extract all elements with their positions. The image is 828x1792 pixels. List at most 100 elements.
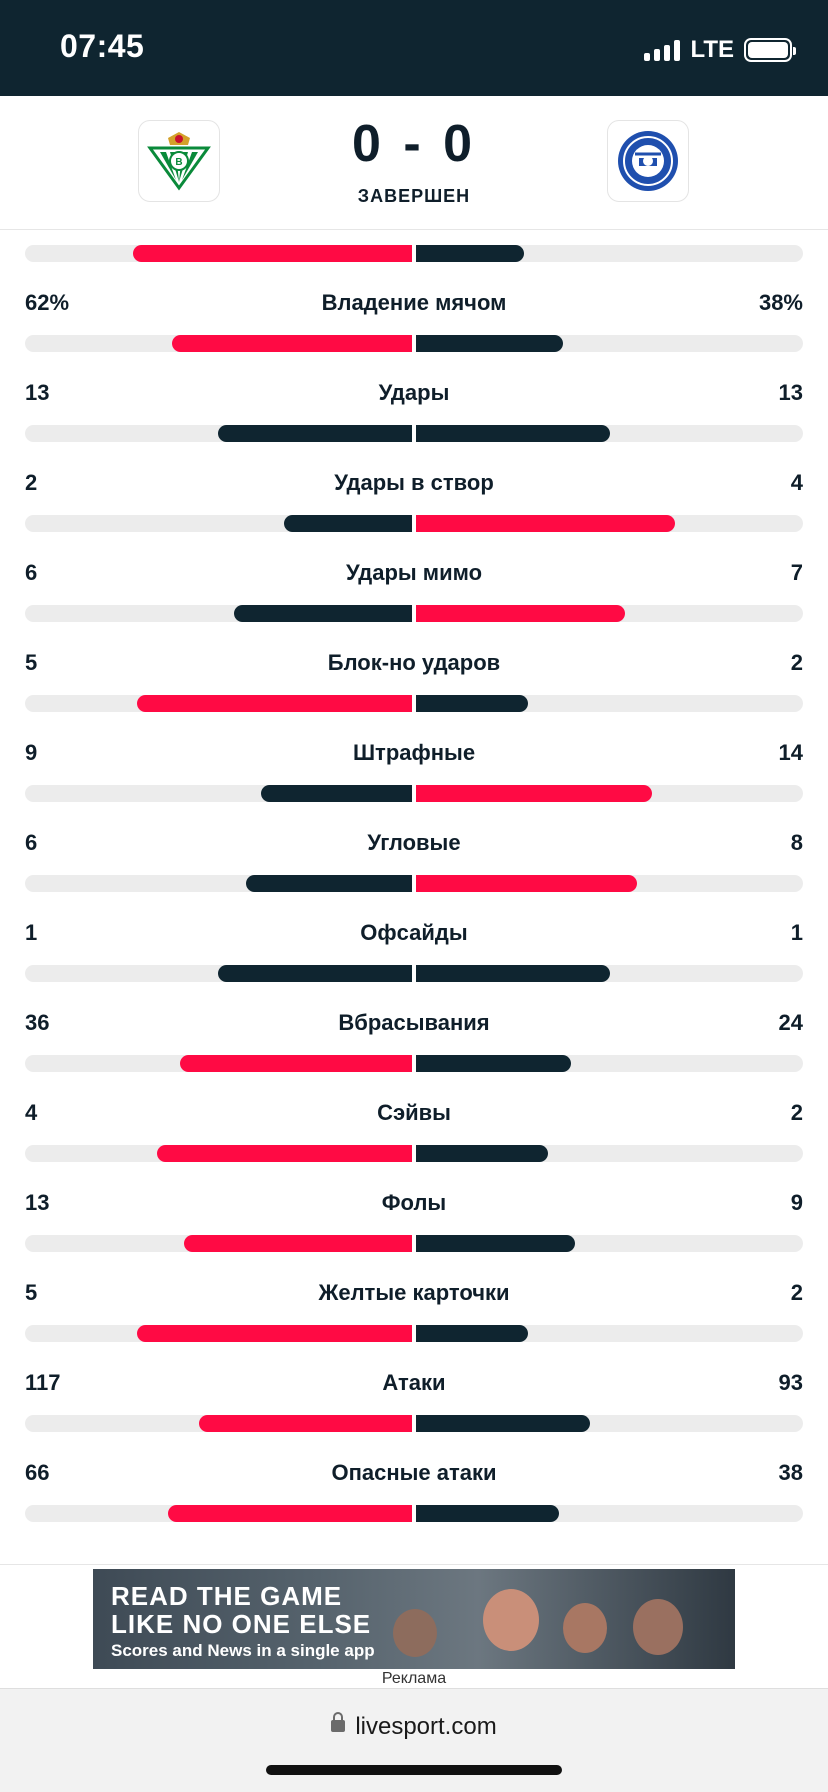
stat-row: 5 Желтые карточки 2 (0, 1270, 828, 1360)
stat-away-track (416, 1055, 803, 1072)
stat-away-track (416, 1415, 803, 1432)
stat-row: 2 Удары в створ 4 (0, 460, 828, 550)
stat-home-track (25, 965, 412, 982)
ad-image-person (633, 1599, 683, 1655)
stat-row: 5 Блок-но ударов 2 (0, 640, 828, 730)
battery-icon (744, 38, 796, 62)
lock-icon (331, 1711, 346, 1732)
stat-away-bar (416, 1415, 590, 1432)
stat-away-track (416, 695, 803, 712)
svg-text:B: B (175, 157, 182, 168)
stat-label-text: Фолы (381, 1190, 447, 1215)
stat-home-bar (137, 1325, 412, 1342)
home-team-logo[interactable]: B (138, 120, 220, 202)
stat-row: 4 Сэйвы 2 (0, 1090, 828, 1180)
stat-home-track (25, 425, 412, 442)
stat-away-bar (416, 335, 563, 352)
stat-away-bar (416, 1505, 559, 1522)
stat-away-bar (416, 1055, 571, 1072)
stat-row: 6 Удары мимо 7 (0, 550, 828, 640)
stat-home-value: 13 (25, 1190, 50, 1215)
match-score: 0 - 0 (351, 115, 477, 173)
stat-home-value: 66 (25, 1460, 50, 1485)
stat-home-value: 5 (25, 650, 38, 675)
stat-home-value: 5 (25, 1280, 38, 1305)
stat-away-bar (416, 695, 528, 712)
stat-label: Удары (0, 380, 828, 406)
stat-home-bar (180, 1055, 412, 1072)
stat-home-track (25, 875, 412, 892)
ad-headline-1: READ THE GAME (111, 1581, 343, 1611)
stat-away-bar (416, 1145, 548, 1162)
stat-label-text: Удары (378, 380, 450, 405)
deportivo-alaves-crest-icon (618, 131, 678, 191)
stat-label: Владение мячом (0, 290, 828, 316)
stat-home-track (25, 605, 412, 622)
status-time: 07:45 (60, 28, 145, 64)
stat-home-track (25, 695, 412, 712)
stat-row: 36 Вбрасывания 24 (0, 1000, 828, 1090)
stat-away-track (416, 1145, 803, 1162)
stat-home-value: 4 (25, 1100, 38, 1125)
stat-label: Фолы (0, 1190, 828, 1216)
stat-away-value: 2 (790, 1100, 803, 1125)
stat-home-track (25, 335, 412, 352)
stat-label-text: Владение мячом (321, 290, 507, 315)
stat-row: 117 Атаки 93 (0, 1360, 828, 1450)
stat-row: 1 Офсайды 1 (0, 910, 828, 1000)
stat-away-value: 2 (790, 650, 803, 675)
stat-label: Опасные атаки (0, 1460, 828, 1486)
stat-home-bar (284, 515, 412, 532)
stat-away-value: 2 (790, 1280, 803, 1305)
stat-away-track (416, 335, 803, 352)
stat-away-bar (416, 425, 610, 442)
stat-label-text: Атаки (382, 1370, 446, 1395)
stat-label: Сэйвы (0, 1100, 828, 1126)
ad-headline-2: LIKE NO ONE ELSE (111, 1609, 372, 1639)
stat-home-bar (172, 335, 412, 352)
stat-label-text: Опасные атаки (331, 1460, 497, 1485)
stat-label-text: Удары в створ (334, 470, 494, 495)
stat-label: Штрафные (0, 740, 828, 766)
stat-home-bar (168, 1505, 412, 1522)
stat-home-track (25, 245, 412, 262)
stat-row: 62% Владение мячом 38% (0, 280, 828, 370)
address-field[interactable]: livesport.com (0, 1711, 828, 1741)
away-team-logo[interactable] (607, 120, 689, 202)
stat-home-track (25, 785, 412, 802)
stat-home-bar (133, 245, 412, 262)
stat-home-track (25, 1325, 412, 1342)
stat-away-bar (416, 605, 625, 622)
stat-home-value: 9 (25, 740, 38, 765)
status-indicators: LTE (644, 36, 796, 64)
home-indicator[interactable] (266, 1765, 562, 1775)
stat-label-text: Штрафные (352, 740, 476, 765)
stat-away-track (416, 785, 803, 802)
stat-label-text: Желтые карточки (318, 1280, 510, 1305)
stat-home-value: 6 (25, 830, 38, 855)
browser-address-bar[interactable]: livesport.com (0, 1688, 828, 1792)
stat-away-track (416, 1235, 803, 1252)
stat-label: Желтые карточки (0, 1280, 828, 1306)
stat-label-text: Блок-но ударов (327, 650, 501, 675)
status-bar: 07:45 LTE (0, 0, 828, 96)
stat-home-bar (184, 1235, 412, 1252)
ad-tagline: Scores and News in a single app (111, 1641, 375, 1660)
stat-label-text: Угловые (367, 830, 461, 855)
stat-away-value: 24 (778, 1010, 803, 1035)
stat-home-track (25, 1415, 412, 1432)
stat-home-value: 1 (25, 920, 38, 945)
stat-home-bar (261, 785, 412, 802)
stat-home-bar (157, 1145, 412, 1162)
stat-label: Удары в створ (0, 470, 828, 496)
ad-banner[interactable]: READ THE GAME LIKE NO ONE ELSE Scores an… (93, 1569, 735, 1669)
stat-away-track (416, 1325, 803, 1342)
stat-away-track (416, 515, 803, 532)
stat-label: Атаки (0, 1370, 828, 1396)
match-status: ЗАВЕРШЕН (357, 186, 471, 206)
stat-away-value: 9 (790, 1190, 803, 1215)
stat-home-bar (218, 425, 412, 442)
stat-away-track (416, 245, 803, 262)
network-type: LTE (690, 36, 734, 63)
match-header: B 0 - 0 ЗАВЕРШЕН (0, 96, 828, 230)
